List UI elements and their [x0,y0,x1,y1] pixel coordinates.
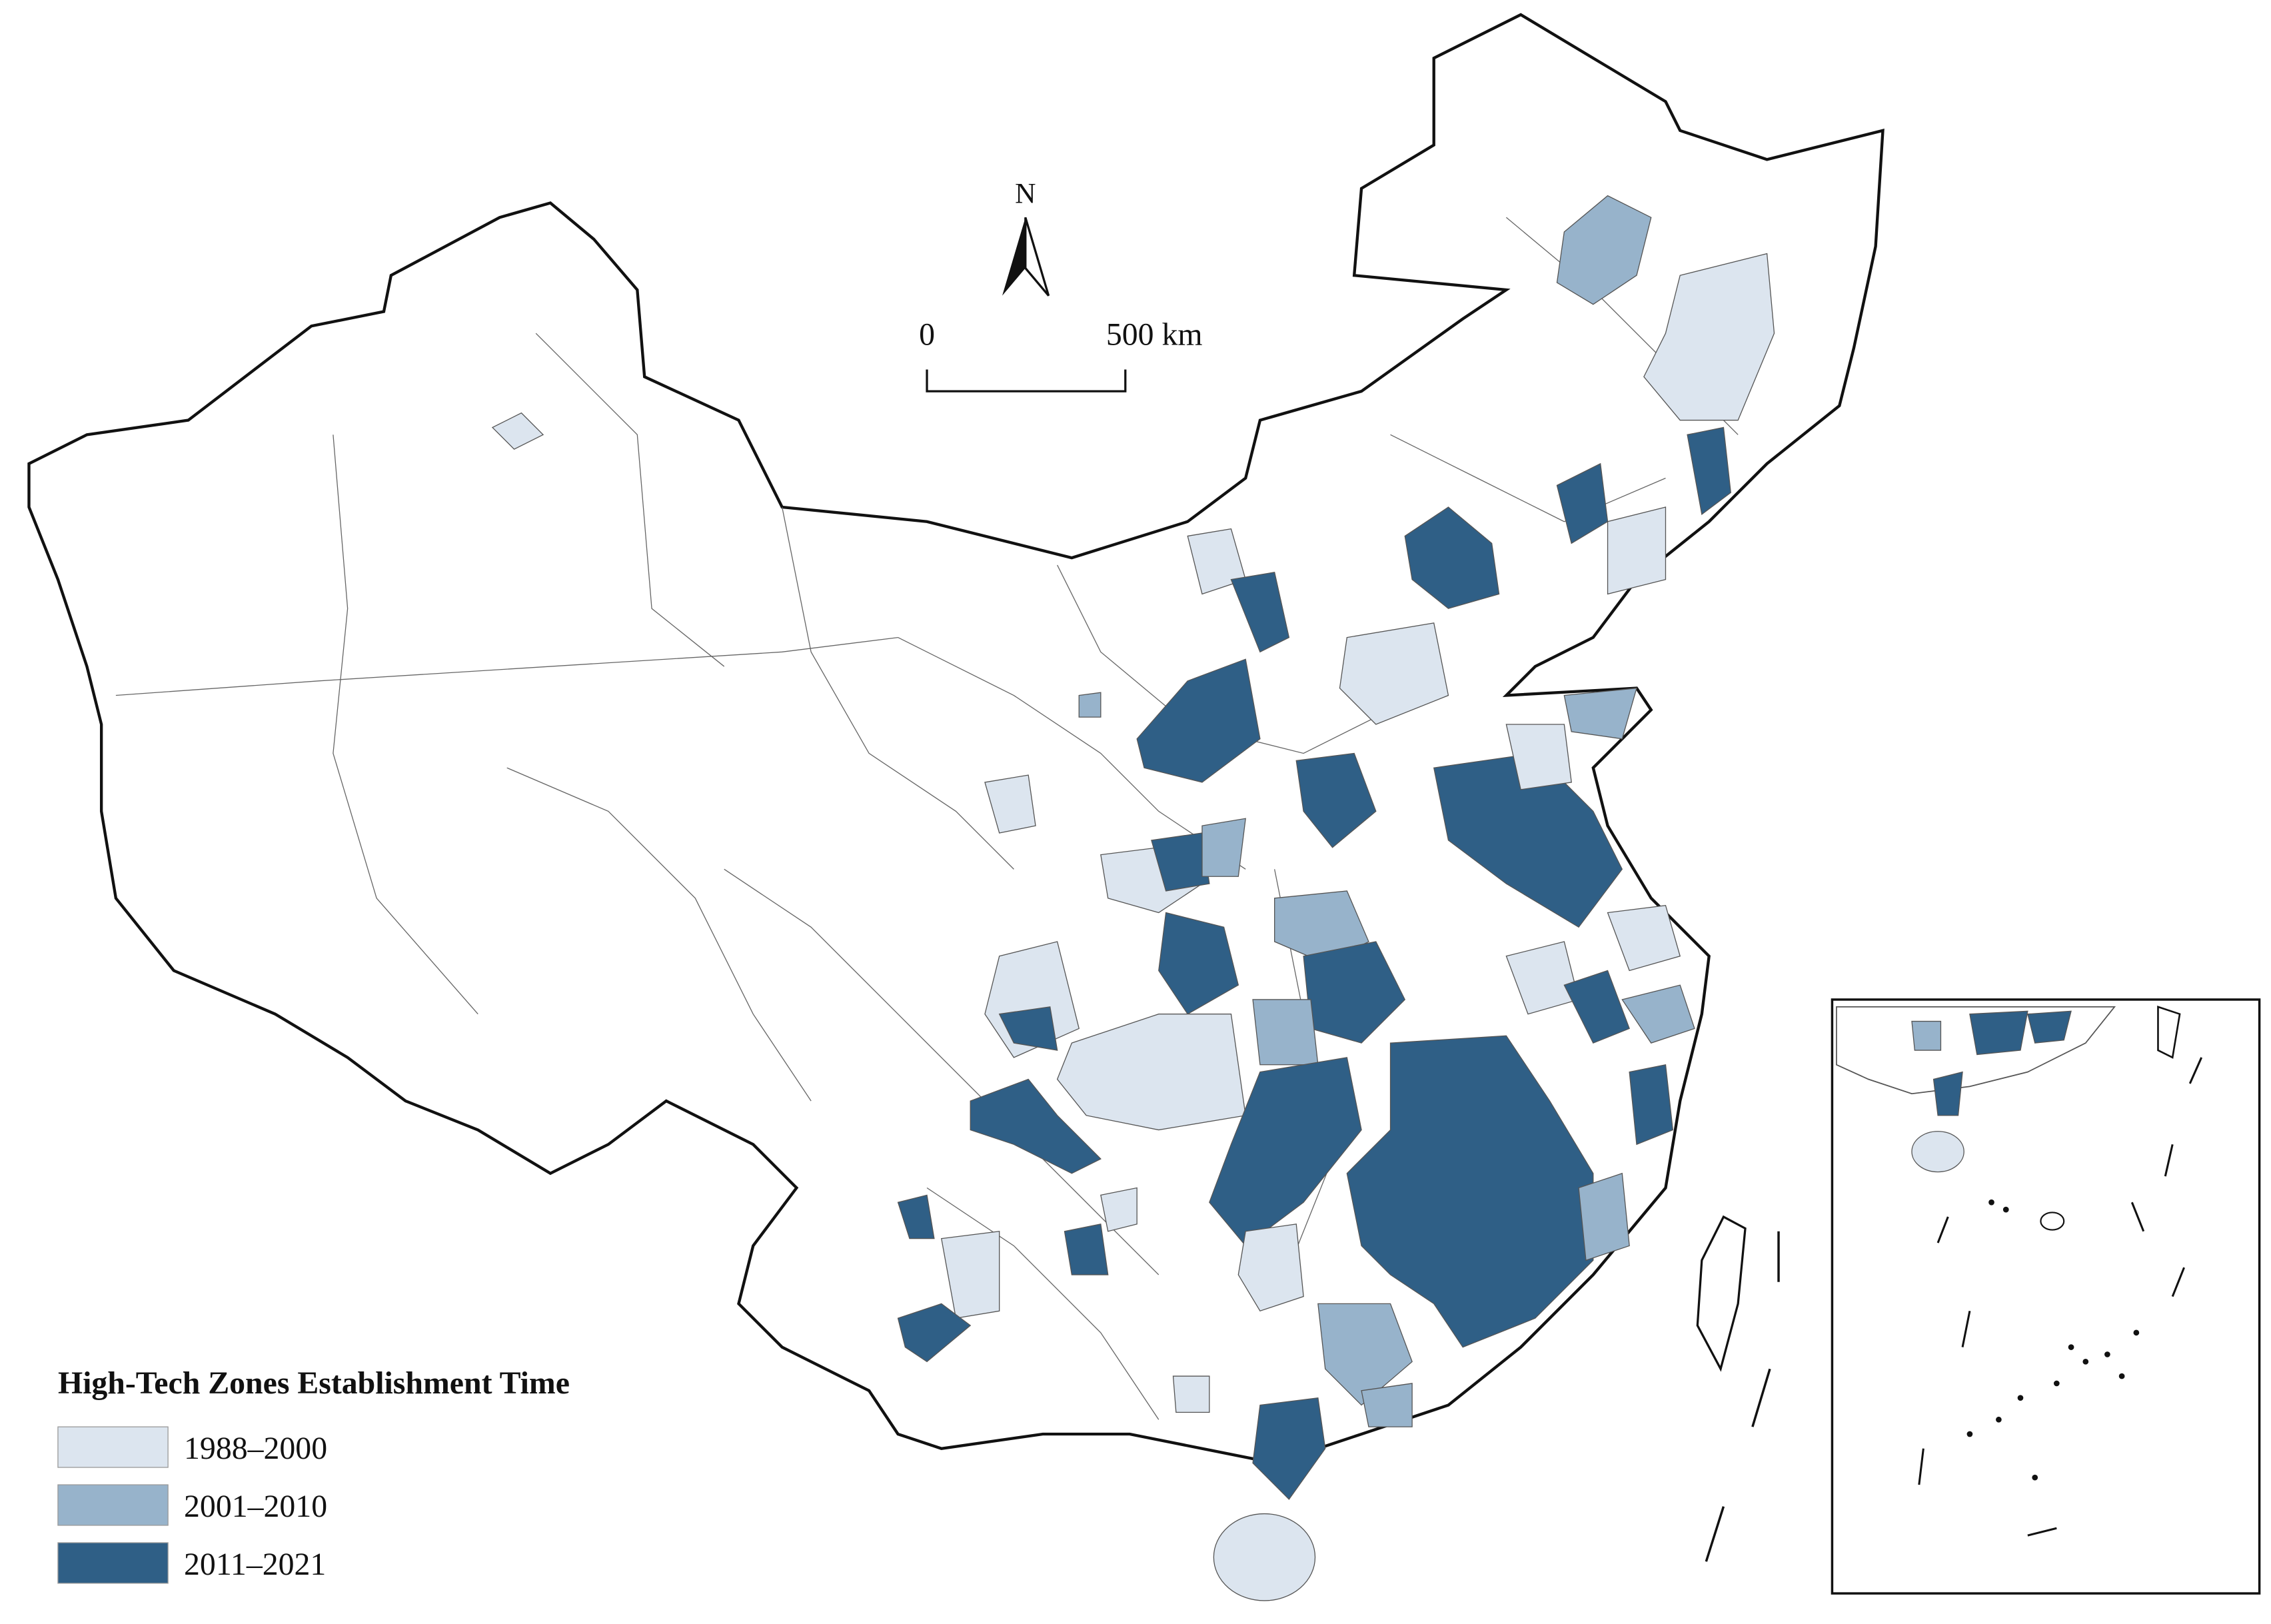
zone-region [1643,253,1775,421]
scale-bar: 0 500 km [919,317,1203,393]
nine-dash-line [1705,1231,1780,1562]
zone-region [1252,999,1319,1066]
legend-label: 2011–2021 [184,1547,326,1582]
zone-region [1621,984,1695,1044]
zone-region [940,1230,1000,1319]
zone-region [1172,1375,1210,1413]
zone-region [1078,692,1102,718]
scale-end: 500 km [1106,317,1203,353]
legend-swatch [57,1542,169,1584]
zone-region [1404,506,1500,609]
zone-region [984,774,1036,834]
zone-region [1237,1223,1304,1312]
zone-region [1230,572,1290,653]
zone-region [1607,904,1681,972]
zone-region [897,1303,972,1363]
zone-region [1209,1057,1362,1247]
zone-region [1911,1020,1942,1051]
zone-region [1252,1397,1326,1500]
zone-region [1339,622,1449,725]
zone-region [1346,1035,1594,1348]
zone-region [1201,818,1246,877]
zone-region [1317,1303,1413,1406]
zone-region [970,1078,1102,1174]
zone-region [1136,658,1261,783]
legend-swatch [57,1484,169,1526]
zone-region [2027,1010,2072,1044]
zone-region [491,412,544,450]
zone-region [1213,1513,1316,1601]
zone-region [1056,1014,1246,1131]
scale-start: 0 [919,317,935,353]
zone-region [1100,1187,1137,1232]
zone-region [1578,1172,1630,1261]
zone-region [1687,426,1731,516]
zone-region [1556,195,1652,305]
zone-region [1563,687,1637,740]
zone-region [1505,724,1572,790]
inset-map [1831,998,2261,1595]
taiwan [1696,1215,1747,1372]
zone-region [897,1194,935,1239]
zone-region [1151,832,1210,892]
legend: High-Tech Zones Establishment Time 1988–… [57,1365,570,1584]
north-arrow: N [1002,178,1050,297]
legend-label: 2001–2010 [184,1489,327,1524]
zone-region [1295,752,1377,848]
zone-region [1361,1383,1413,1427]
legend-swatch [57,1426,169,1468]
zone-region [1911,1131,1964,1173]
legend-title: High-Tech Zones Establishment Time [58,1365,570,1401]
zone-region [1629,1064,1674,1146]
zone-region [1932,1071,1963,1116]
zone-region [1563,970,1630,1044]
zone-region [998,1006,1058,1051]
zone-region [1064,1223,1109,1275]
zones [491,195,1775,1601]
zone-region [1607,506,1667,595]
zone-region [1158,912,1239,1015]
legend-label: 1988–2000 [184,1431,327,1466]
north-label: N [1015,178,1036,210]
zone-region [1969,1010,2028,1056]
